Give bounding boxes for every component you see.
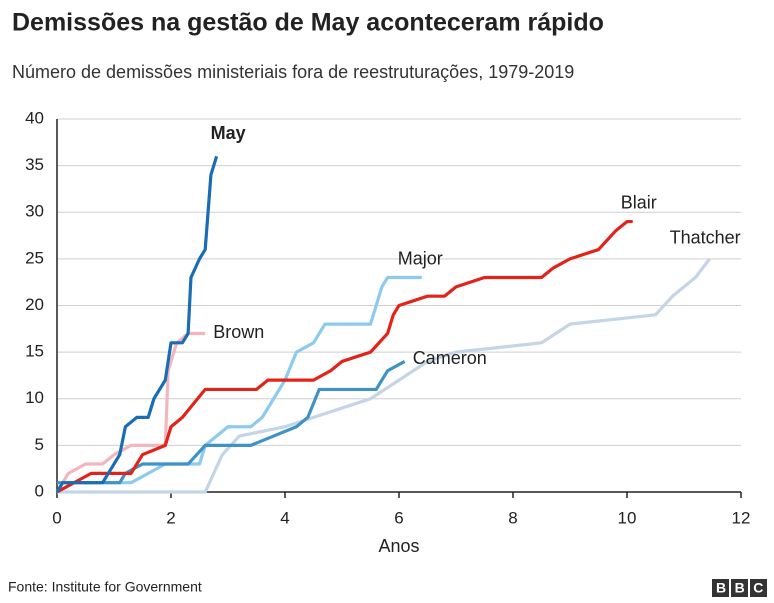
- series-label: Blair: [621, 192, 657, 212]
- x-tick-label: 8: [508, 508, 517, 527]
- series-line: [57, 360, 406, 485]
- series-line: [57, 257, 711, 494]
- x-tick-label: 0: [52, 508, 61, 527]
- x-tick-label: 12: [732, 508, 751, 527]
- y-tick-label: 20: [25, 295, 44, 314]
- logo-text: BBC: [716, 580, 772, 596]
- y-tick-label: 30: [25, 202, 44, 221]
- source: Fonte: Institute for Government: [8, 579, 202, 595]
- y-tick-label: 40: [25, 108, 44, 127]
- x-tick-label: 4: [280, 508, 289, 527]
- y-tick-label: 5: [35, 435, 44, 454]
- chart-subtitle: Número de demissões ministeriais fora de…: [12, 62, 574, 82]
- series-label: Major: [398, 248, 443, 268]
- series-line: [55, 155, 219, 493]
- y-tick-label: 35: [25, 155, 44, 174]
- series-line: [56, 219, 633, 494]
- y-tick-label: 0: [35, 481, 44, 500]
- series-label: Cameron: [413, 348, 487, 368]
- logo: BBC: [712, 579, 772, 597]
- y-tick-label: 10: [25, 388, 44, 407]
- x-axis-label: Anos: [378, 536, 419, 556]
- series-label: Brown: [213, 322, 264, 342]
- series-label: May: [211, 123, 246, 143]
- y-tick-label: 15: [25, 342, 44, 361]
- x-tick-label: 2: [166, 508, 175, 527]
- series-line: [56, 275, 422, 494]
- chart-title: Demissões na gestão de May aconteceram r…: [12, 9, 604, 37]
- series-label: Thatcher: [670, 228, 741, 248]
- x-tick-label: 10: [618, 508, 637, 527]
- y-tick-label: 25: [25, 248, 44, 267]
- x-tick-label: 6: [394, 508, 403, 527]
- series-line: [55, 331, 206, 493]
